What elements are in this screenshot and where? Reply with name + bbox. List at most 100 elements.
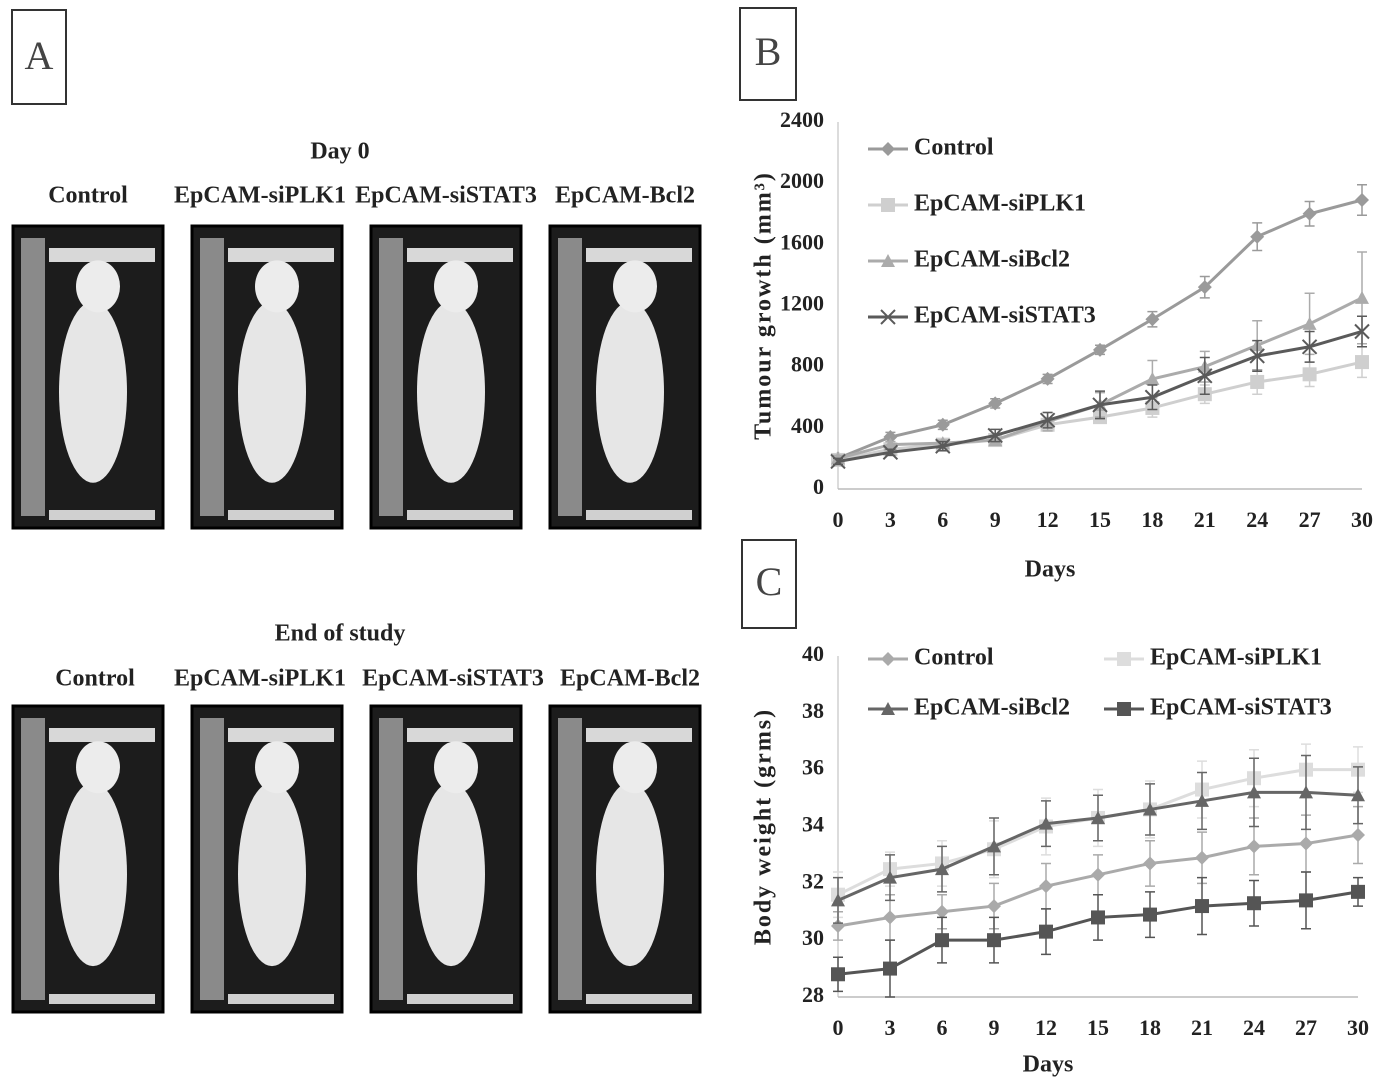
legend-label: EpCAM-siBcl2 (914, 695, 1070, 721)
marker (987, 899, 1001, 913)
group-label: EpCAM-Bcl2 (555, 183, 695, 209)
x-tick-label: 3 (885, 1015, 896, 1040)
photo-ruler (379, 718, 403, 1000)
marker (1143, 908, 1157, 922)
x-tick-label: 30 (1347, 1015, 1369, 1040)
y-tick-label: 1600 (780, 229, 824, 254)
photo-ruler (200, 238, 224, 516)
y-tick-label: 36 (802, 755, 824, 780)
mouse-head (76, 260, 120, 312)
x-tick-label: 6 (937, 1015, 948, 1040)
y-tick-label: 40 (802, 641, 824, 666)
mouse-body (417, 302, 485, 483)
y-tick-label: 0 (813, 474, 824, 499)
x-tick-label: 12 (1037, 507, 1059, 532)
legend-label: EpCAM-siBcl2 (914, 247, 1070, 273)
x-tick-label: 3 (885, 507, 896, 532)
group-label: EpCAM-Bcl2 (560, 666, 700, 692)
y-axis-label: Body weight (grms) (751, 708, 777, 945)
y-tick-label: 32 (802, 868, 824, 893)
photo-card (586, 248, 692, 262)
marker (1355, 193, 1369, 207)
photo-card (407, 248, 513, 262)
y-axis-label: Tumour growth (mm³) (751, 171, 777, 440)
marker (987, 933, 1001, 947)
photo-card (228, 510, 334, 520)
mouse-head (434, 741, 478, 793)
photo-ruler (21, 238, 45, 516)
marker (1117, 652, 1131, 666)
x-axis-label: Days (1025, 557, 1076, 583)
photo-card (586, 994, 692, 1004)
group-label: EpCAM-siPLK1 (174, 183, 346, 209)
x-axis-label: Days (1023, 1052, 1074, 1078)
photo-card (586, 510, 692, 520)
x-tick-label: 9 (989, 1015, 1000, 1040)
panel-label: A (25, 33, 54, 78)
photo-card (407, 994, 513, 1004)
mouse-head (613, 260, 657, 312)
marker (1195, 851, 1209, 865)
mouse-head (255, 741, 299, 793)
marker (1039, 879, 1053, 893)
y-tick-label: 800 (791, 352, 824, 377)
group-label: EpCAM-siSTAT3 (362, 666, 544, 692)
photo-ruler (558, 718, 582, 1000)
row-title: Day 0 (310, 139, 369, 165)
photo-card (586, 728, 692, 742)
y-tick-label: 400 (791, 413, 824, 438)
marker (1355, 355, 1369, 369)
mouse-body (238, 302, 306, 483)
x-tick-label: 18 (1139, 1015, 1161, 1040)
mouse-body (596, 783, 664, 967)
mouse-body (59, 783, 127, 967)
marker (1117, 702, 1131, 716)
marker (831, 967, 845, 981)
x-tick-label: 18 (1141, 507, 1163, 532)
marker (1303, 317, 1317, 330)
legend-label: EpCAM-siPLK1 (914, 191, 1086, 217)
group-label: Control (48, 183, 128, 209)
marker (881, 198, 895, 212)
marker (935, 933, 949, 947)
mouse-body (238, 783, 306, 967)
figure: A B C Day 0ControlEpCAM-siPLK1EpCAM-siST… (0, 0, 1386, 1084)
marker (1091, 868, 1105, 882)
marker (883, 962, 897, 976)
marker (1039, 925, 1053, 939)
photo-card (49, 728, 155, 742)
x-tick-label: 21 (1194, 507, 1216, 532)
marker (883, 910, 897, 924)
photo-ruler (558, 238, 582, 516)
mouse-head (255, 260, 299, 312)
x-tick-label: 27 (1299, 507, 1321, 532)
x-tick-label: 0 (833, 1015, 844, 1040)
photo-card (228, 728, 334, 742)
marker (1247, 839, 1261, 853)
mouse-head (613, 741, 657, 793)
y-tick-label: 34 (802, 812, 824, 837)
y-tick-label: 28 (802, 982, 824, 1007)
legend-label: Control (914, 135, 994, 161)
legend-label: EpCAM-siSTAT3 (914, 303, 1096, 329)
mouse-body (596, 302, 664, 483)
x-tick-label: 0 (833, 507, 844, 532)
x-tick-label: 6 (937, 507, 948, 532)
photo-ruler (200, 718, 224, 1000)
marker (1145, 312, 1159, 326)
photo-card (228, 994, 334, 1004)
marker (881, 142, 895, 156)
marker (1355, 291, 1369, 304)
photo-card (407, 728, 513, 742)
x-tick-label: 12 (1035, 1015, 1057, 1040)
mouse-head (434, 260, 478, 312)
marker (1143, 856, 1157, 870)
marker (1351, 828, 1365, 842)
x-tick-label: 21 (1191, 1015, 1213, 1040)
mouse-body (59, 302, 127, 483)
legend-label: EpCAM-siSTAT3 (1150, 695, 1332, 721)
marker (1091, 910, 1105, 924)
panel-label: C (756, 559, 783, 604)
photo-ruler (21, 718, 45, 1000)
marker (1351, 885, 1365, 899)
